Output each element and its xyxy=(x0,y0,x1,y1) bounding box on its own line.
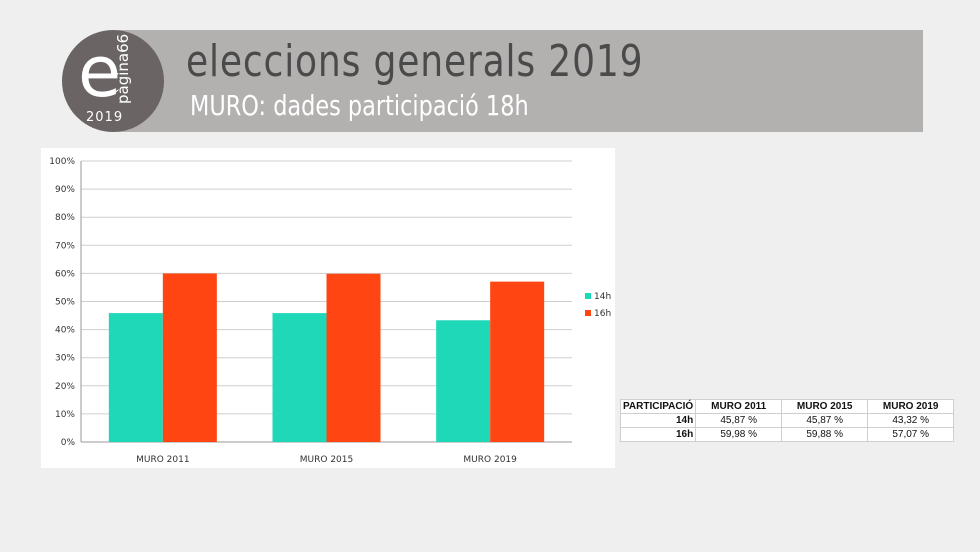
chart-svg: 0% 10% 20% 30% 40% 50% 60% 70% 80% 90% 100% MURO 20… xyxy=(49,157,611,465)
table-header-cell: PARTICIPACIÓ xyxy=(619,399,697,414)
bar-16h xyxy=(326,273,381,442)
y-tick-label: 50% xyxy=(55,298,75,308)
bar-14h xyxy=(272,313,327,442)
y-tick-label: 60% xyxy=(55,269,75,279)
table-cell: 59,98 % xyxy=(695,427,783,442)
logo-letter: e xyxy=(78,31,122,113)
legend-swatch xyxy=(585,293,591,299)
x-category-label: MURO 2019 xyxy=(463,455,517,465)
table-cell: 59,88 % xyxy=(781,427,869,442)
participation-table: PARTICIPACIÓ MURO 2011 MURO 2015 MURO 20… xyxy=(619,399,955,442)
table-header-cell: MURO 2011 xyxy=(695,399,783,414)
y-tick-label: 30% xyxy=(55,354,75,364)
table-header-row: PARTICIPACIÓ MURO 2011 MURO 2015 MURO 20… xyxy=(619,399,955,414)
page-subtitle: MURO: dades participació 18h xyxy=(190,89,529,122)
table-row-label: 16h xyxy=(619,427,697,442)
y-tick-label: 20% xyxy=(55,382,75,392)
legend-label: 14h xyxy=(594,292,611,302)
table-row: 16h 59,98 % 59,88 % 57,07 % xyxy=(619,427,955,442)
bar-14h xyxy=(436,320,491,442)
bar-16h xyxy=(162,273,217,442)
y-tick-label: 70% xyxy=(55,241,75,251)
logo-year: 2019 xyxy=(86,110,124,125)
y-tick-label: 0% xyxy=(61,438,76,448)
x-category-label: MURO 2015 xyxy=(300,455,353,465)
y-tick-label: 40% xyxy=(55,326,75,336)
bar-14h xyxy=(108,313,163,442)
table-cell: 43,32 % xyxy=(867,413,955,428)
pagina66-logo: e pàgina66 2019 xyxy=(62,30,164,132)
table-cell: 45,87 % xyxy=(695,413,783,428)
page-title: eleccions generals 2019 xyxy=(186,36,644,87)
bar-16h xyxy=(490,281,545,442)
x-category-label: MURO 2011 xyxy=(136,455,189,465)
title-banner xyxy=(118,30,923,132)
logo-word: pàgina66 xyxy=(114,33,132,104)
y-tick-label: 10% xyxy=(55,410,75,420)
table-cell: 57,07 % xyxy=(867,427,955,442)
participation-chart: 0% 10% 20% 30% 40% 50% 60% 70% 80% 90% 100% MURO 20… xyxy=(41,148,615,468)
y-tick-label: 100% xyxy=(49,157,75,167)
legend-label: 16h xyxy=(594,309,611,319)
table-header-cell: MURO 2015 xyxy=(781,399,869,414)
y-tick-label: 80% xyxy=(55,213,75,223)
table-header-cell: MURO 2019 xyxy=(867,399,955,414)
legend-swatch xyxy=(585,310,591,316)
table-cell: 45,87 % xyxy=(781,413,869,428)
table-row-label: 14h xyxy=(619,413,697,428)
table-row: 14h 45,87 % 45,87 % 43,32 % xyxy=(619,413,955,428)
y-tick-label: 90% xyxy=(55,185,75,195)
